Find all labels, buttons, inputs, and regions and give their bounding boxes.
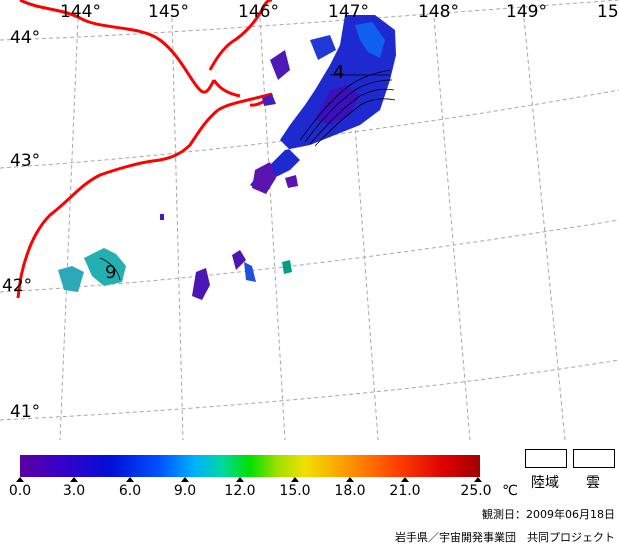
colorbar-label-9: 9.0	[173, 483, 197, 499]
contour-lines	[99, 69, 396, 281]
colorbar-unit: ℃	[502, 483, 518, 499]
colorbar-label-18: 18.0	[334, 483, 366, 499]
colorbar-tick	[126, 477, 134, 482]
observation-date: 観測日：2009年06月18日	[482, 508, 615, 521]
graticule	[0, 0, 619, 440]
colorbar-label-6: 6.0	[118, 483, 142, 499]
colorbar-tick	[291, 477, 299, 482]
colorbar-label-12: 12.0	[224, 483, 256, 499]
sst-map: 4 9	[0, 0, 619, 440]
lon-label-149: 149°	[506, 2, 547, 22]
lon-label-146: 146°	[238, 2, 279, 22]
credit-text: 岩手県／宇宙開発事業団 共同プロジェクト	[395, 531, 615, 544]
colorbar-tick	[16, 477, 24, 482]
lat-label-42: 42°	[2, 276, 33, 296]
land-legend-box	[525, 449, 567, 468]
colorbar-label-21: 21.0	[389, 483, 421, 499]
colorbar-tick	[346, 477, 354, 482]
colorbar-label-3: 3.0	[62, 483, 86, 499]
lon-label-144: 144°	[60, 2, 101, 22]
lon-label-145: 145°	[148, 2, 189, 22]
cloud-legend-label: 雲	[586, 475, 600, 491]
colorbar-tick	[236, 477, 244, 482]
land-legend-label: 陸域	[531, 475, 559, 491]
lat-label-41: 41°	[10, 402, 41, 422]
lon-label-148: 148°	[418, 2, 459, 22]
lon-label-150: 15	[597, 2, 619, 22]
contour-label-4: 4	[333, 62, 344, 83]
colorbar-tick	[70, 477, 78, 482]
lat-label-43: 43°	[10, 151, 41, 171]
colorbar-label-0: 0.0	[8, 483, 32, 499]
cloud-legend-box	[573, 449, 615, 468]
lon-label-147: 147°	[328, 2, 369, 22]
colorbar-tick	[474, 477, 482, 482]
temperature-colorbar	[20, 455, 480, 477]
colorbar-label-15: 15.0	[279, 483, 311, 499]
colorbar-tick	[401, 477, 409, 482]
lat-label-44: 44°	[10, 28, 41, 48]
colorbar-label-25: 25.0	[460, 483, 492, 499]
coastline	[16, 0, 274, 299]
colorbar-tick	[181, 477, 189, 482]
contour-label-9: 9	[105, 262, 116, 283]
sst-data-patches	[58, 15, 396, 300]
